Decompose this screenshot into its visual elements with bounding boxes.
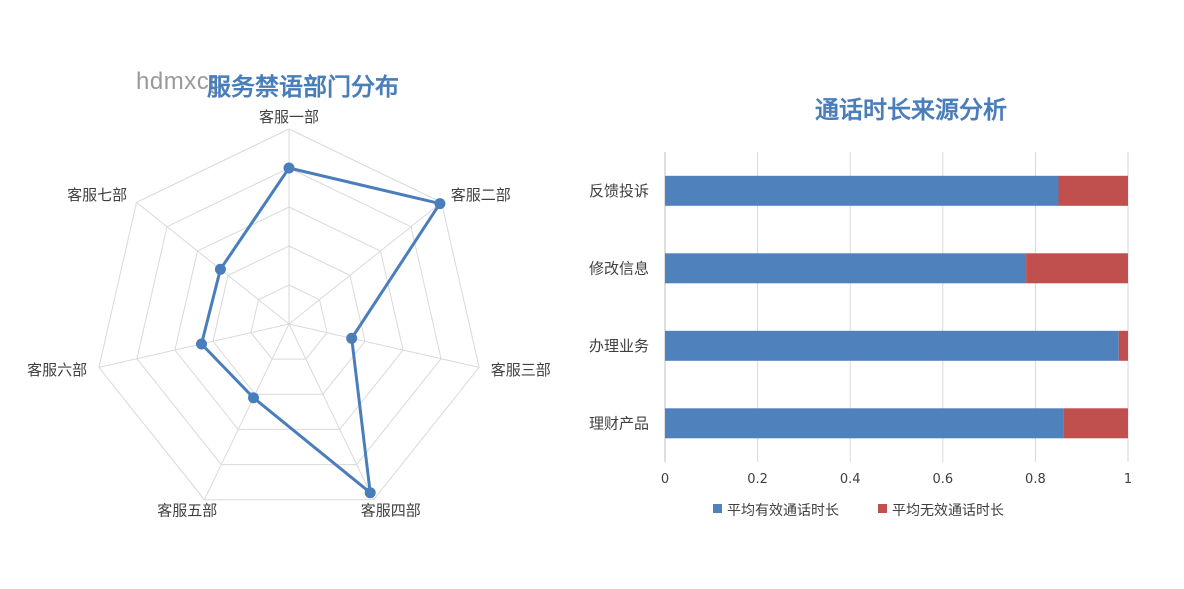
x-tick-label: 0	[661, 472, 669, 487]
bar-segment	[1058, 175, 1128, 206]
x-tick-label: 0.6	[932, 472, 953, 487]
bar-chart: 通话时长来源分析 0 0.2 0.4 0.6 0.8 1 反馈投诉修改信息办理业务理财产品平均…	[589, 96, 1132, 519]
radar-spoke	[288, 202, 442, 325]
radar-point	[283, 162, 295, 174]
bar-category-label: 理财产品	[589, 414, 649, 432]
bar-segment	[1026, 253, 1128, 284]
bar-title: 通话时长来源分析	[815, 96, 1007, 124]
radar-category-label: 客服一部	[259, 108, 319, 126]
radar-category-label: 客服三部	[491, 361, 551, 379]
radar-grid-ring	[250, 284, 328, 360]
watermark: hdmxcg	[136, 68, 224, 95]
radar-category-label: 客服四部	[361, 502, 421, 520]
radar-title: 服务禁语部门分布	[207, 73, 399, 101]
bar-segment	[665, 408, 1064, 439]
radar-grid-ring	[212, 245, 366, 395]
radar-grid-ring	[136, 167, 442, 466]
radar-spoke	[288, 323, 375, 500]
legend-swatch	[713, 504, 722, 513]
x-tick-label: 1	[1124, 472, 1132, 487]
radar-point	[346, 332, 358, 344]
legend-label: 平均有效通话时长	[727, 503, 839, 519]
radar-category-label: 客服二部	[451, 186, 511, 204]
bar-category-label: 办理业务	[589, 337, 649, 355]
bar-category-label: 修改信息	[589, 259, 649, 277]
radar-spoke	[288, 323, 480, 368]
radar-point	[364, 487, 376, 499]
x-tick-label: 0.2	[747, 472, 768, 487]
x-tick-label: 0.8	[1025, 472, 1046, 487]
radar-point	[248, 392, 259, 404]
radar-category-label: 客服六部	[27, 361, 87, 379]
bar-category-label: 反馈投诉	[589, 182, 649, 200]
bar-segment	[665, 175, 1059, 206]
radar-point	[214, 263, 226, 275]
radar-series-line	[200, 166, 442, 495]
legend-swatch	[878, 504, 887, 513]
radar-category-label: 客服五部	[157, 502, 217, 520]
x-tick-label: 0.4	[840, 472, 861, 487]
radar-grid-ring	[98, 128, 480, 501]
radar-grid-ring	[174, 206, 404, 430]
radar-spoke	[203, 323, 290, 500]
radar-spoke	[136, 202, 290, 325]
legend-label: 平均无效通话时长	[892, 503, 1004, 519]
bar-segment	[665, 253, 1027, 284]
bar-segment	[1118, 330, 1128, 361]
radar-category-label: 客服七部	[67, 186, 127, 204]
radar-point	[196, 338, 207, 350]
radar-point	[434, 198, 446, 210]
bar-segment	[1063, 408, 1128, 439]
bar-segment	[665, 330, 1119, 361]
radar-spoke	[98, 323, 290, 368]
